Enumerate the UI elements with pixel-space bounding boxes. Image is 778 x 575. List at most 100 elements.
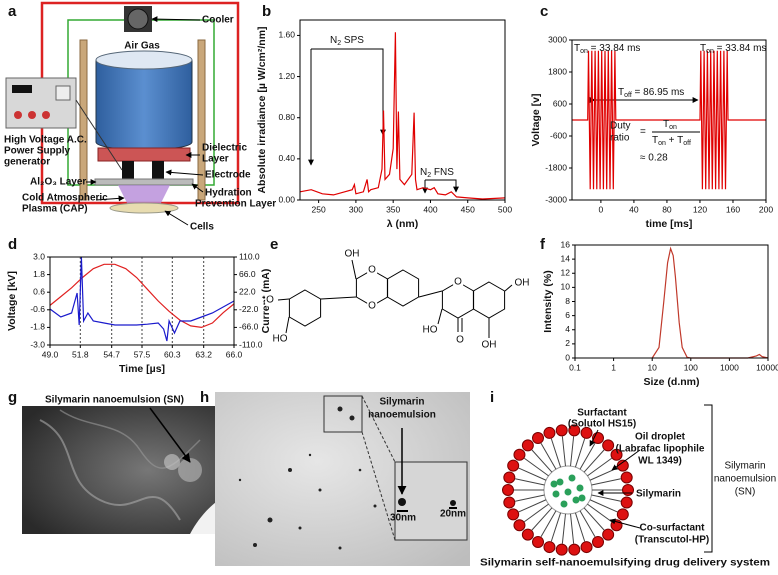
x-tick-label: 450: [461, 204, 475, 214]
schematic: Surfactant (Solutol HS15) Oil droplet (L…: [480, 404, 776, 569]
subscript: 2: [337, 40, 341, 47]
series-line: [299, 32, 506, 200]
label: Cold Atmospheric: [22, 193, 108, 204]
subscript: off: [683, 140, 691, 147]
surfactant-head: [592, 535, 604, 548]
surfactant-head: [543, 541, 556, 554]
panel-label: b: [262, 3, 271, 20]
x-axis-label: λ (nm): [387, 218, 419, 230]
x-tick-label: 1000: [720, 362, 739, 372]
surfactant-head: [555, 424, 568, 437]
label: WL 1349): [638, 456, 682, 467]
y-tick-label: -600: [550, 130, 567, 140]
y-axis-label: Voltage [kV]: [6, 271, 18, 331]
subscript: off: [624, 92, 632, 99]
label: (Solutol HS15): [568, 419, 636, 430]
subscript: on: [658, 140, 666, 147]
x-tick-label: 300: [349, 204, 363, 214]
surfactant-tail: [570, 513, 575, 544]
surfactant-tail: [589, 499, 618, 513]
surfactant-head: [503, 496, 516, 509]
atom-label: HO: [423, 325, 438, 336]
label: Oil droplet: [635, 432, 686, 443]
annotation-text: N: [330, 35, 337, 46]
y-tick-label: 12: [561, 268, 571, 278]
x-tick-label: 500: [498, 204, 512, 214]
x-tick-label: 120: [693, 204, 707, 214]
annotation: Ton + Toff: [652, 135, 691, 147]
droplet: [358, 468, 362, 472]
atom-bg: [455, 334, 466, 346]
label: High Voltage A.C.: [4, 135, 87, 146]
droplet: [318, 488, 322, 492]
x-tick-label: 51.8: [72, 349, 89, 359]
drug-molecule: [552, 490, 560, 498]
electrode: [122, 161, 134, 179]
atom-bg: [480, 339, 498, 351]
atom-bg: [271, 333, 289, 345]
bond: [351, 259, 357, 280]
droplet: [338, 546, 342, 550]
series-line: [572, 50, 766, 190]
atom-label: OH: [515, 278, 530, 289]
display: [12, 85, 32, 93]
x-tick-label: 250: [312, 204, 326, 214]
panel-label: d: [8, 236, 17, 253]
surfactant-head: [503, 471, 516, 484]
zoom-box: [323, 395, 363, 433]
surfactant-head: [532, 432, 544, 445]
ring: [288, 289, 322, 327]
drug-molecule: [576, 484, 584, 492]
y-tick-label: 0.40: [278, 153, 295, 163]
surfactant-head: [513, 519, 526, 532]
label: Plasma (CAP): [22, 204, 88, 215]
label: Silymarin: [724, 461, 765, 472]
surfactant-tail: [561, 436, 566, 467]
arrow: [151, 16, 201, 23]
surfactant-tail: [524, 457, 549, 477]
ring: [386, 269, 420, 307]
annotation-text: FNS: [431, 167, 454, 178]
annotation: Ton = 33.84 ms: [700, 43, 766, 55]
label: Layer: [202, 154, 229, 165]
label: Silymarin: [379, 397, 424, 408]
droplet: [308, 453, 312, 457]
atom-label: O: [456, 335, 464, 346]
label: Electrode: [205, 170, 251, 181]
surfactant-head: [513, 448, 526, 461]
y-tick-label: 1.60: [278, 30, 295, 40]
y-tick-label: 600: [553, 98, 567, 108]
annotation-text: N: [420, 167, 427, 178]
y2-tick-label: 22.0: [239, 286, 256, 296]
surfactant-head: [602, 528, 615, 541]
arrow: [149, 407, 191, 463]
y-tick-label: 8: [565, 296, 570, 306]
surfactant-head: [507, 459, 520, 472]
bond: [277, 298, 290, 301]
panel-label: g: [8, 389, 17, 406]
surfactant-head: [532, 535, 544, 548]
surfactant-head: [543, 426, 556, 439]
knob: [42, 111, 50, 119]
arrow: [609, 518, 641, 529]
surfactant-tail: [518, 499, 547, 513]
annotation-text: = 86.95 ms: [632, 87, 685, 98]
atom-bg: [367, 300, 378, 312]
droplet: [398, 498, 406, 506]
surfactant-head: [620, 471, 633, 484]
annotation: =: [640, 127, 646, 138]
x-tick-label: 0: [599, 204, 604, 214]
fan: [127, 8, 149, 30]
surfactant-head: [507, 508, 520, 521]
surfactant-tail: [579, 510, 596, 538]
atom-bg: [343, 248, 361, 260]
plasma: [118, 185, 170, 205]
annotation: Ton = 33.84 ms: [574, 43, 640, 55]
droplet: [238, 478, 242, 482]
annotation-text: = 33.84 ms: [714, 43, 767, 54]
label: Dielectric: [202, 143, 247, 154]
annotation-text: + T: [666, 135, 683, 146]
label: generator: [4, 157, 50, 168]
annotation-text: T: [574, 43, 580, 54]
